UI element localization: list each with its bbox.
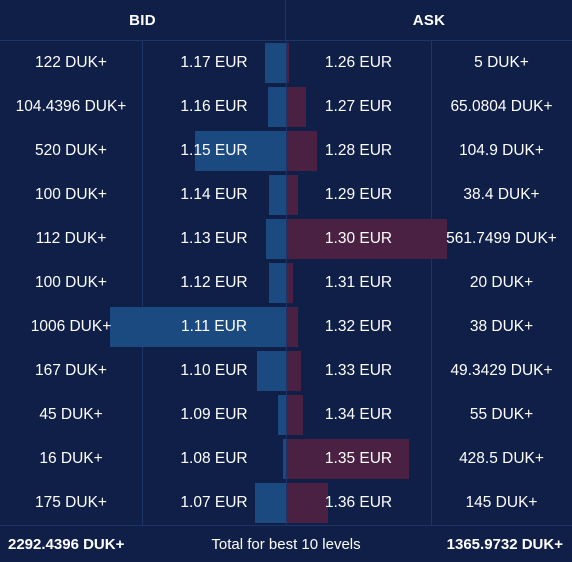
ask-price[interactable]: 1.27 EUR xyxy=(324,98,393,115)
ask-quantity[interactable]: 20 DUK+ xyxy=(469,274,534,291)
bid-depth-bar xyxy=(195,131,286,171)
order-book-row: 1006 DUK+ 1.11 EUR 1.32 EUR 38 DUK+ xyxy=(0,305,572,349)
ask-quantity[interactable]: 561.7499 DUK+ xyxy=(446,230,557,247)
bid-quantity[interactable]: 175 DUK+ xyxy=(35,494,107,511)
bid-quantity[interactable]: 100 DUK+ xyxy=(35,186,107,203)
ask-depth-bar xyxy=(287,307,298,347)
bid-depth-bar xyxy=(268,87,286,127)
bid-price[interactable]: 1.12 EUR xyxy=(180,274,248,291)
bid-price[interactable]: 1.14 EUR xyxy=(180,186,248,203)
ask-depth-bar xyxy=(287,483,328,523)
order-book-row: 100 DUK+ 1.12 EUR 1.31 EUR 20 DUK+ xyxy=(0,261,572,305)
ask-quantity[interactable]: 65.0804 DUK+ xyxy=(450,98,553,115)
ask-depth-bar xyxy=(287,395,303,435)
order-book-row: 112 DUK+ 1.13 EUR 1.30 EUR 561.7499 DUK+ xyxy=(0,217,572,261)
ask-depth-bar xyxy=(287,175,298,215)
ask-price[interactable]: 1.33 EUR xyxy=(324,362,393,379)
bid-depth-bar xyxy=(265,43,286,83)
ask-quantity[interactable]: 145 DUK+ xyxy=(465,494,538,511)
column-divider xyxy=(431,41,432,525)
order-book-header: BID ASK xyxy=(0,0,572,41)
ask-depth-bar xyxy=(287,263,293,303)
order-book-rows: 122 DUK+ 1.17 EUR 1.26 EUR 5 DUK+ 104.4396 D… xyxy=(0,41,572,525)
order-book-row: 520 DUK+ 1.15 EUR 1.28 EUR 104.9 DUK+ xyxy=(0,129,572,173)
bid-depth-bar xyxy=(283,439,286,479)
bid-quantity[interactable]: 112 DUK+ xyxy=(35,230,107,247)
bid-quantity[interactable]: 45 DUK+ xyxy=(39,406,103,423)
ask-price[interactable]: 1.34 EUR xyxy=(324,406,393,423)
ask-quantity[interactable]: 49.3429 DUK+ xyxy=(450,362,553,379)
bid-depth-bar xyxy=(110,307,286,347)
ask-price[interactable]: 1.26 EUR xyxy=(324,54,393,71)
ask-depth-bar xyxy=(287,351,301,391)
ask-price[interactable]: 1.30 EUR xyxy=(324,230,393,247)
ask-quantity[interactable]: 38 DUK+ xyxy=(469,318,534,335)
ask-price[interactable]: 1.31 EUR xyxy=(324,274,393,291)
bid-depth-bar xyxy=(257,351,286,391)
order-book-row: 167 DUK+ 1.10 EUR 1.33 EUR 49.3429 DUK+ xyxy=(0,349,572,393)
order-book-row: 100 DUK+ 1.14 EUR 1.29 EUR 38.4 DUK+ xyxy=(0,173,572,217)
ask-quantity[interactable]: 55 DUK+ xyxy=(469,406,534,423)
ask-total: 1365.9732 DUK+ xyxy=(446,535,563,553)
ask-depth-bar xyxy=(287,43,289,83)
bid-quantity[interactable]: 167 DUK+ xyxy=(35,362,107,379)
ask-price[interactable]: 1.29 EUR xyxy=(324,186,393,203)
ask-depth-bar xyxy=(287,87,306,127)
ask-quantity[interactable]: 38.4 DUK+ xyxy=(463,186,540,203)
ask-price[interactable]: 1.35 EUR xyxy=(324,450,393,467)
bid-price[interactable]: 1.10 EUR xyxy=(180,362,248,379)
ask-depth-bar xyxy=(287,439,409,479)
bid-depth-bar xyxy=(255,483,286,523)
center-divider xyxy=(286,41,287,525)
bid-depth-bar xyxy=(269,175,286,215)
order-book-row: 122 DUK+ 1.17 EUR 1.26 EUR 5 DUK+ xyxy=(0,41,572,85)
bid-depth-bar xyxy=(266,219,286,259)
ask-price[interactable]: 1.32 EUR xyxy=(324,318,393,335)
bid-total: 2292.4396 DUK+ xyxy=(8,535,125,553)
bid-quantity[interactable]: 104.4396 DUK+ xyxy=(15,98,127,115)
bid-quantity[interactable]: 520 DUK+ xyxy=(35,142,107,159)
bid-price[interactable]: 1.16 EUR xyxy=(180,98,248,115)
ask-price[interactable]: 1.36 EUR xyxy=(324,494,393,511)
ask-column-header: ASK xyxy=(412,11,446,29)
ask-depth-bar xyxy=(287,219,447,259)
bid-column-header: BID xyxy=(0,0,286,40)
ask-quantity[interactable]: 104.9 DUK+ xyxy=(459,142,544,159)
order-book-row: 45 DUK+ 1.09 EUR 1.34 EUR 55 DUK+ xyxy=(0,393,572,437)
bid-quantity[interactable]: 122 DUK+ xyxy=(35,54,107,71)
bid-price[interactable]: 1.13 EUR xyxy=(180,230,248,247)
bid-price[interactable]: 1.09 EUR xyxy=(180,406,248,423)
ask-depth-bar xyxy=(287,131,317,171)
order-book-row: 16 DUK+ 1.08 EUR 1.35 EUR 428.5 DUK+ xyxy=(0,437,572,481)
column-divider xyxy=(142,41,143,525)
bid-price[interactable]: 1.08 EUR xyxy=(180,450,248,467)
bid-depth-bar xyxy=(278,395,286,435)
bid-quantity[interactable]: 1006 DUK+ xyxy=(30,318,112,335)
bid-depth-bar xyxy=(269,263,286,303)
order-book-row: 104.4396 DUK+ 1.16 EUR 1.27 EUR 65.0804 DUK… xyxy=(0,85,572,129)
bid-price[interactable]: 1.07 EUR xyxy=(180,494,248,511)
bid-price[interactable]: 1.17 EUR xyxy=(180,54,248,71)
ask-quantity[interactable]: 428.5 DUK+ xyxy=(459,450,544,467)
bid-price[interactable]: 1.11 EUR xyxy=(180,318,248,335)
ask-price[interactable]: 1.28 EUR xyxy=(324,142,393,159)
order-book-footer: Total for best 10 levels 2292.4396 DUK+ … xyxy=(0,525,572,562)
ask-quantity[interactable]: 5 DUK+ xyxy=(474,54,529,71)
bid-price[interactable]: 1.15 EUR xyxy=(180,142,248,159)
bid-quantity[interactable]: 100 DUK+ xyxy=(35,274,107,291)
totals-label: Total for best 10 levels xyxy=(211,535,361,553)
order-book-row: 175 DUK+ 1.07 EUR 1.36 EUR 145 DUK+ xyxy=(0,481,572,525)
bid-quantity[interactable]: 16 DUK+ xyxy=(39,450,103,467)
